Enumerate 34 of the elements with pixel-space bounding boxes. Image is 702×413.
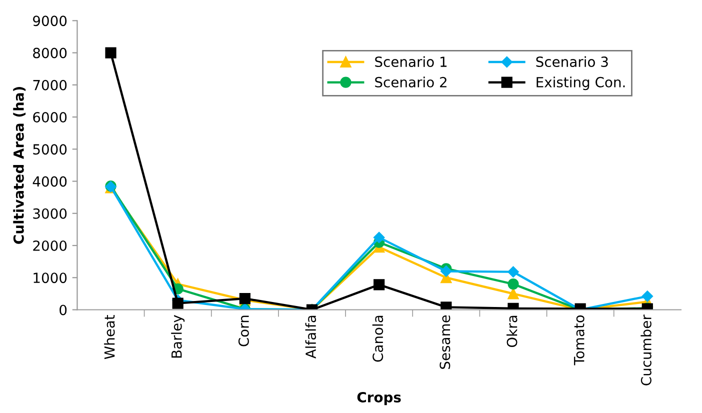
legend-label: Scenario 1 (375, 56, 447, 68)
x-tick-label: Barley (171, 315, 185, 358)
y-tick-label: 9000 (33, 16, 67, 26)
y-tick-label: 5000 (33, 144, 67, 155)
y-tick-label: 6000 (33, 112, 67, 122)
x-tick-label: Cucumber (640, 314, 652, 386)
x-axis-title: Crops (357, 392, 401, 406)
x-tick-label: Corn (238, 316, 249, 346)
point (440, 266, 452, 277)
point (508, 288, 519, 300)
point (105, 47, 116, 58)
y-tick-label: 2000 (33, 240, 67, 251)
x-tick-label: Okra (506, 316, 518, 348)
legend-label: Scenario 2 (375, 76, 446, 88)
legend-label: Scenario 3 (536, 56, 608, 68)
y-tick-label: 4000 (32, 176, 67, 187)
x-tick-label: Tomato (574, 315, 584, 366)
x-tick-label: Sesame (440, 315, 450, 369)
point (373, 232, 385, 244)
point (508, 278, 519, 290)
point (374, 279, 385, 290)
point (172, 298, 184, 309)
legend-label: Existing Con. (536, 76, 625, 90)
x-tick-label: Alfalfa (305, 316, 316, 359)
y-tick-label: 7000 (33, 80, 67, 90)
x-tick-label: Canola (372, 316, 384, 362)
x-tick-label: Wheat (104, 314, 115, 360)
y-axis-title: Cultivated Area (ha) (13, 87, 26, 244)
y-tick-label: 0 (60, 304, 67, 316)
y-tick-label: 3000 (33, 208, 67, 219)
y-tick-label: 1000 (34, 272, 67, 284)
point (642, 290, 654, 302)
y-tick-label: 8000 (33, 48, 67, 58)
point (508, 266, 519, 278)
